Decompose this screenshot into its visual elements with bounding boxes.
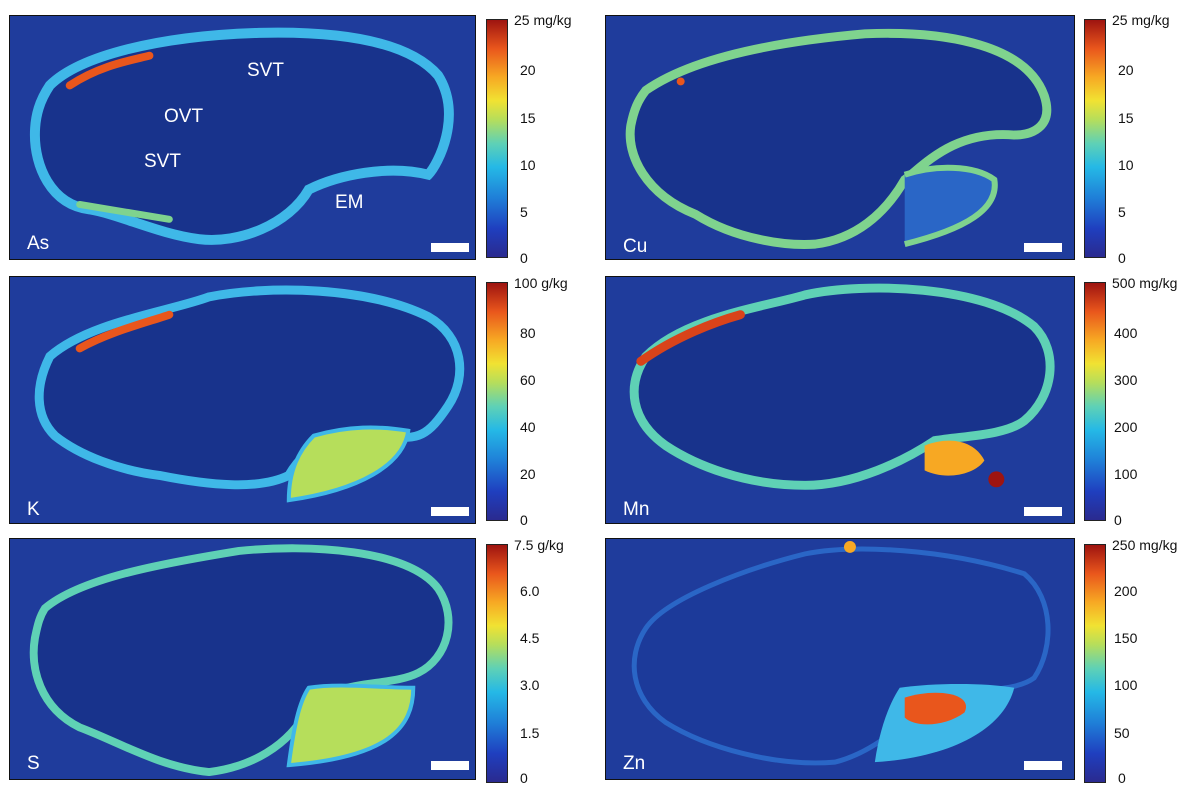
colorbar-tick: 50 bbox=[1114, 725, 1130, 741]
element-label-k: K bbox=[27, 499, 40, 520]
annotation-ovt: OVT bbox=[164, 106, 204, 127]
colorbar-tick: 1.5 bbox=[520, 725, 540, 741]
colorbar-zn bbox=[1084, 544, 1106, 783]
colorbar-tick: 0 bbox=[1118, 250, 1126, 266]
colorbar-tick: 5 bbox=[520, 204, 528, 220]
colorbar-tick: 0 bbox=[1114, 512, 1122, 528]
element-label-mn: Mn bbox=[623, 499, 650, 520]
annotation-em: EM bbox=[335, 192, 364, 213]
element-label-as: As bbox=[27, 233, 50, 254]
colorbar-max-label: 250 mg/kg bbox=[1112, 537, 1178, 553]
seed-map-as bbox=[29, 27, 454, 245]
annotation-svt-top: SVT bbox=[247, 60, 284, 81]
seed-map-mn bbox=[629, 283, 1055, 490]
colorbar-tick: 300 bbox=[1114, 372, 1138, 388]
colorbar-tick: 150 bbox=[1114, 630, 1138, 646]
map-panel-s: S bbox=[9, 538, 476, 780]
colorbar-cu bbox=[1084, 19, 1106, 258]
colorbar-tick: 4.5 bbox=[520, 630, 540, 646]
map-panel-k: K bbox=[9, 276, 476, 524]
element-label-cu: Cu bbox=[623, 236, 648, 257]
colorbar-tick: 0 bbox=[520, 512, 528, 528]
colorbar-tick: 20 bbox=[1118, 62, 1134, 78]
seed-map-cu bbox=[625, 28, 1052, 249]
colorbar-tick: 15 bbox=[520, 110, 536, 126]
map-panel-cu: Cu bbox=[605, 15, 1075, 260]
colorbar-tick: 400 bbox=[1114, 325, 1138, 341]
scale-bar bbox=[1024, 243, 1062, 252]
colorbar-tick: 80 bbox=[520, 325, 536, 341]
map-panel-zn: Zn bbox=[605, 538, 1075, 780]
colorbar-tick: 0 bbox=[520, 250, 528, 266]
seed-map-s bbox=[29, 544, 453, 777]
colorbar-as bbox=[486, 19, 508, 258]
colorbar-s bbox=[486, 544, 508, 783]
colorbar-tick: 0 bbox=[520, 770, 528, 786]
colorbar-tick: 0 bbox=[1118, 770, 1126, 786]
colorbar-tick: 20 bbox=[520, 466, 536, 482]
colorbar-tick: 20 bbox=[520, 62, 536, 78]
colorbar-mn bbox=[1084, 282, 1106, 521]
scale-bar bbox=[431, 761, 469, 770]
scale-bar bbox=[1024, 507, 1062, 516]
colorbar-max-label: 500 mg/kg bbox=[1112, 275, 1178, 291]
colorbar-tick: 100 bbox=[1114, 677, 1138, 693]
scale-bar bbox=[431, 243, 469, 252]
colorbar-tick: 200 bbox=[1114, 419, 1138, 435]
colorbar-max-label: 100 g/kg bbox=[514, 275, 568, 291]
map-panel-mn: Mn bbox=[605, 276, 1075, 524]
colorbar-tick: 15 bbox=[1118, 110, 1134, 126]
colorbar-tick: 5 bbox=[1118, 204, 1126, 220]
element-label-s: S bbox=[27, 753, 40, 774]
scale-bar bbox=[1024, 761, 1062, 770]
element-label-zn: Zn bbox=[623, 753, 646, 774]
colorbar-tick: 6.0 bbox=[520, 583, 540, 599]
colorbar-tick: 200 bbox=[1114, 583, 1138, 599]
seed-map-k bbox=[34, 285, 465, 503]
map-panel-as: SVT OVT SVT EM As bbox=[9, 15, 476, 260]
colorbar-k bbox=[486, 282, 508, 521]
seed-map-zn bbox=[631, 540, 1051, 766]
colorbar-max-label: 25 mg/kg bbox=[514, 12, 572, 28]
colorbar-tick: 3.0 bbox=[520, 677, 540, 693]
scale-bar bbox=[431, 507, 469, 516]
colorbar-tick: 10 bbox=[520, 157, 536, 173]
colorbar-tick: 100 bbox=[1114, 466, 1138, 482]
colorbar-tick: 40 bbox=[520, 419, 536, 435]
annotation-svt-left: SVT bbox=[144, 151, 181, 172]
colorbar-max-label: 25 mg/kg bbox=[1112, 12, 1170, 28]
colorbar-tick: 60 bbox=[520, 372, 536, 388]
colorbar-max-label: 7.5 g/kg bbox=[514, 537, 564, 553]
colorbar-tick: 10 bbox=[1118, 157, 1134, 173]
